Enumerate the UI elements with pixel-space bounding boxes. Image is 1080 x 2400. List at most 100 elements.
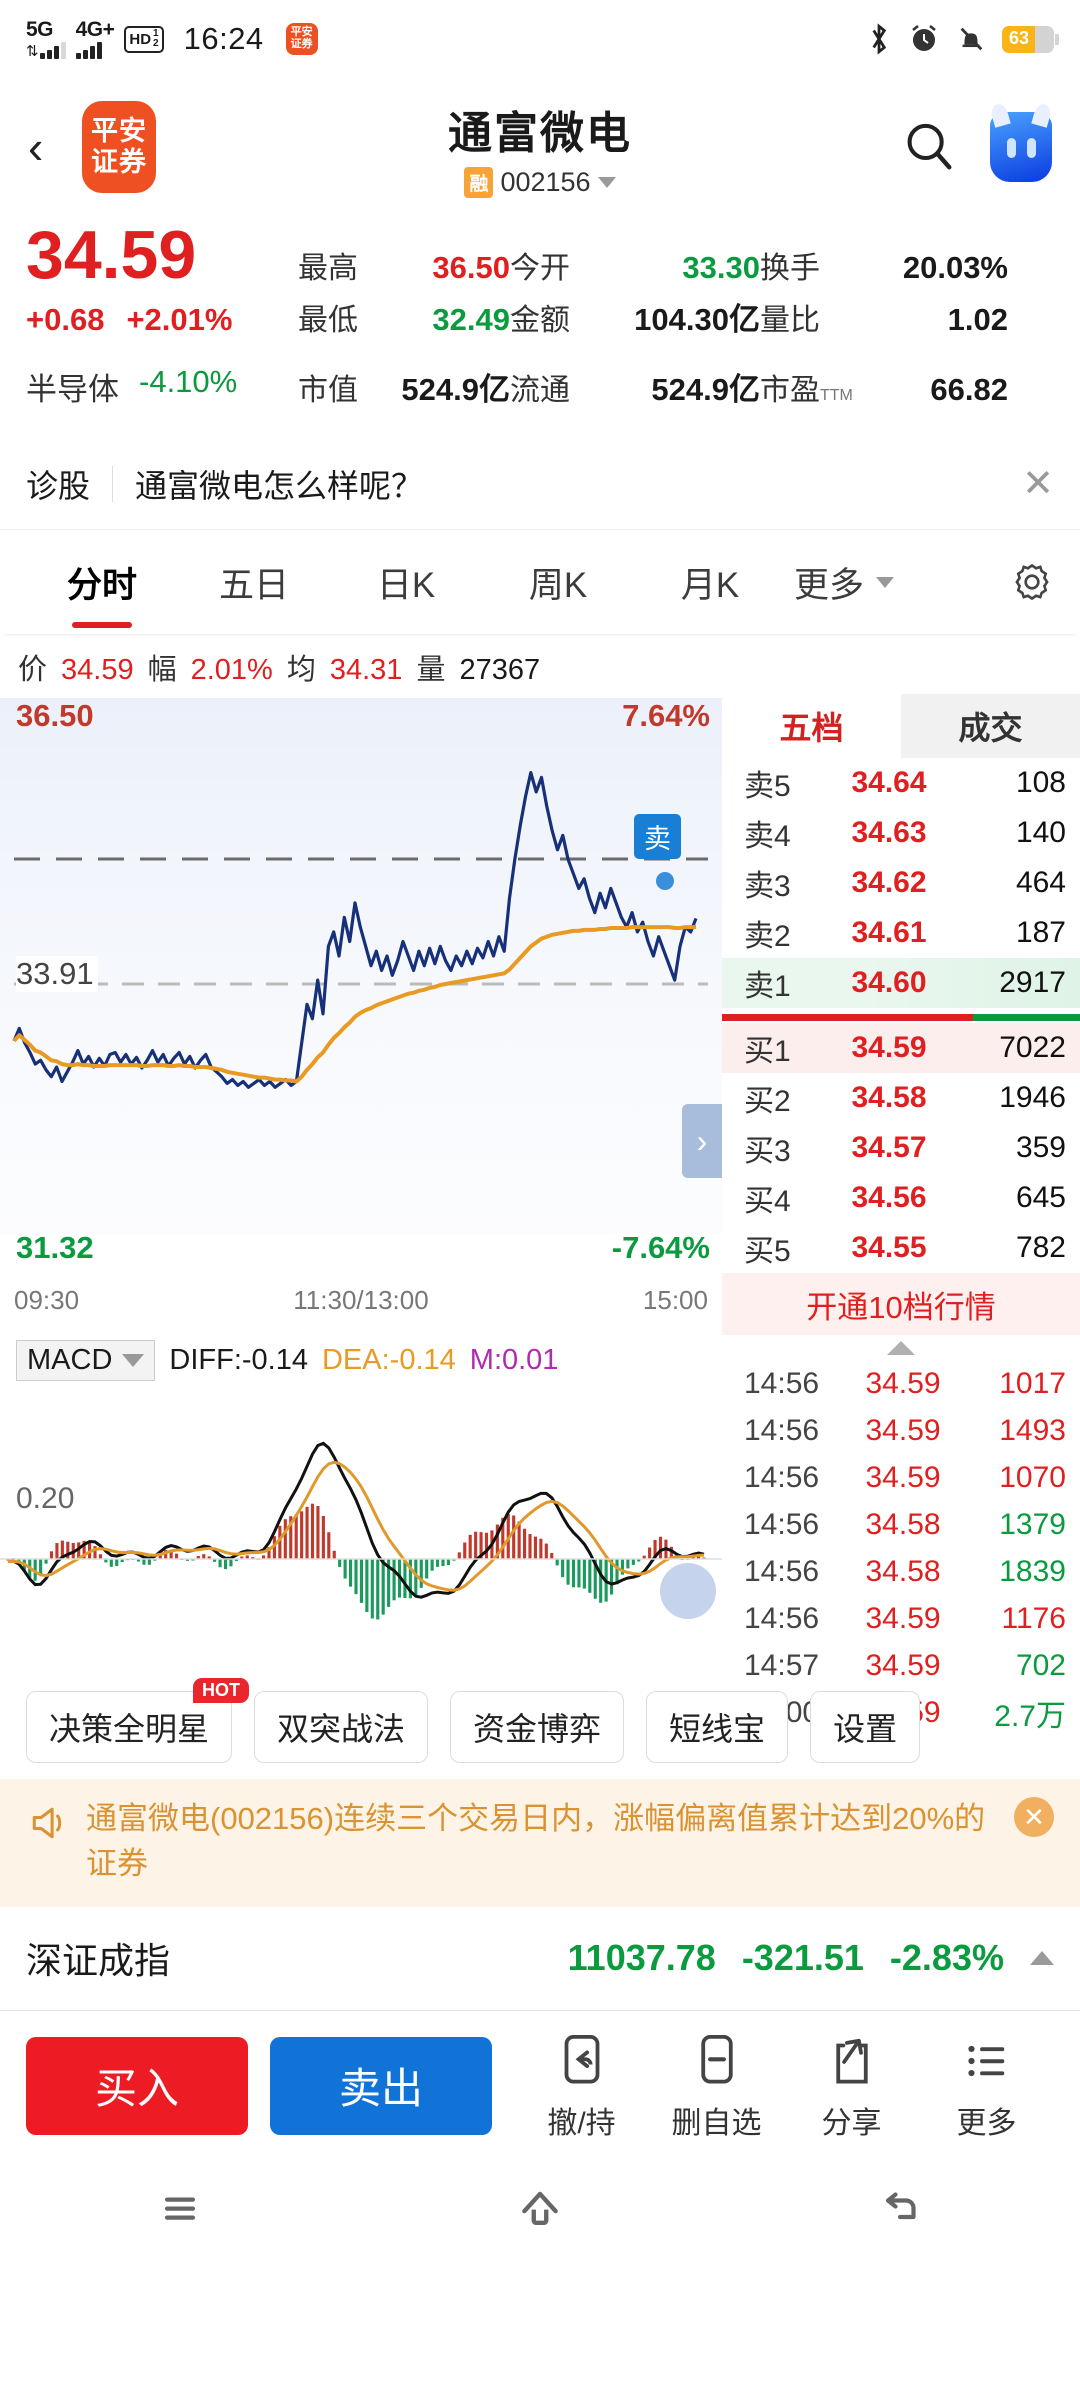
- info-price: 34.59: [61, 654, 134, 686]
- table-row[interactable]: 卖4 34.63 140: [744, 816, 1066, 853]
- magnifier-icon[interactable]: [660, 1563, 716, 1619]
- sell-marker-dot: [656, 872, 674, 890]
- tab-five-levels[interactable]: 五档: [779, 710, 844, 746]
- y-axis-top-pct: 7.64%: [622, 698, 710, 733]
- sector-group[interactable]: 半导体 -4.10%: [26, 364, 298, 409]
- x-axis-ticks: 09:30 11:30/13:00 15:00: [14, 1285, 708, 1315]
- search-icon[interactable]: [902, 120, 956, 174]
- strategy-button-allstar[interactable]: 决策全明星 HOT: [26, 1678, 250, 1763]
- tab-trades[interactable]: 成交: [901, 694, 1080, 758]
- list-item[interactable]: 14:56 34.58 1839: [744, 1554, 1066, 1588]
- y-axis-bottom: 31.32: [16, 1230, 94, 1265]
- chart-zone: 价 34.59 幅 2.01% 均 34.31 量 27367 36.50 7.…: [0, 634, 1080, 1733]
- sell-button[interactable]: 卖出: [270, 2036, 492, 2135]
- info-volume: 27367: [459, 654, 541, 686]
- chevron-right-icon[interactable]: ›: [682, 1104, 722, 1178]
- action-more[interactable]: 更多: [919, 2030, 1054, 2142]
- triangle-up-icon[interactable]: [1030, 1951, 1054, 1966]
- chart-period-tabs: 分时 五日 日K 周K 月K 更多: [0, 530, 1080, 634]
- tab-more[interactable]: 更多: [794, 557, 946, 608]
- share-icon: [835, 2038, 868, 2084]
- announcement-banner[interactable]: 通富微电(002156)连续三个交易日内，涨幅偏离值累计达到20%的证券 ✕: [0, 1779, 1080, 1907]
- price-change: +0.68: [26, 302, 105, 337]
- diagnose-bar[interactable]: 诊股 通富微电怎么样呢？ ✕: [0, 438, 1080, 530]
- index-change: -321.51: [741, 1937, 864, 1979]
- home-icon[interactable]: [515, 2183, 565, 2233]
- table-row[interactable]: 买1 34.59 7022: [722, 1023, 1080, 1073]
- app-header: ‹ 平安 证券 通富微电 融 002156: [0, 78, 1080, 216]
- macd-dea: DEA:-0.14: [321, 1344, 456, 1376]
- macd-axis-label: 0.20: [16, 1482, 75, 1515]
- chevron-down-icon: [122, 1354, 145, 1367]
- close-circle-icon[interactable]: ✕: [1014, 1797, 1054, 1837]
- diagnose-question[interactable]: 通富微电怎么样呢？: [135, 467, 424, 504]
- buy-button[interactable]: 买入: [26, 2036, 248, 2135]
- megaphone-icon: [32, 1807, 62, 1839]
- quote-row-2: +0.68 +2.01% 最低 32.49 金额 104.30亿 量比 1.02: [26, 294, 1054, 364]
- macd-header: MACD DIFF:-0.14 DEA:-0.14 M:0.01: [0, 1334, 1080, 1387]
- list-item[interactable]: 14:56 34.59 1070: [744, 1460, 1066, 1494]
- recents-icon[interactable]: [156, 2184, 204, 2232]
- sell-marker-label[interactable]: 卖: [634, 814, 681, 859]
- list-item[interactable]: 14:56 34.58 1379: [744, 1507, 1066, 1541]
- tab-weekly-k[interactable]: 周K: [528, 565, 588, 605]
- intraday-chart[interactable]: 36.50 7.64% 33.91 31.32 -7.64% 09:30 11:…: [0, 694, 722, 1334]
- bell-muted-icon: [960, 27, 983, 51]
- divider: [112, 465, 114, 502]
- scroll-up-indicator[interactable]: [722, 1335, 1080, 1360]
- chevron-down-icon[interactable]: [597, 176, 616, 188]
- list-item[interactable]: 14:56 34.59 1176: [744, 1601, 1066, 1635]
- table-row[interactable]: 买2 34.58 1946: [744, 1081, 1066, 1118]
- price-plot: [0, 698, 722, 1234]
- info-change-pct: 2.01%: [190, 654, 273, 686]
- index-bar[interactable]: 深证成指 11037.78 -321.51 -2.83%: [0, 1907, 1080, 2011]
- assistant-mascot-icon[interactable]: [990, 112, 1052, 182]
- network-label-5g: 5G: [26, 18, 54, 41]
- list-item[interactable]: 14:56 34.59 1017: [744, 1366, 1066, 1400]
- table-row[interactable]: 买4 34.56 645: [744, 1181, 1066, 1218]
- strategy-button-capital-game[interactable]: 资金博弈: [450, 1691, 625, 1763]
- tab-monthly-k[interactable]: 月K: [680, 565, 740, 605]
- table-row[interactable]: 卖2 34.61 187: [744, 916, 1066, 953]
- action-share[interactable]: 分享: [784, 2030, 919, 2142]
- price-change-group: +0.68 +2.01%: [26, 302, 298, 338]
- action-cancel-hold[interactable]: 撤/持: [514, 2030, 649, 2142]
- macd-chart[interactable]: 0.20: [0, 1387, 722, 1677]
- table-row[interactable]: 卖3 34.62 464: [744, 866, 1066, 903]
- strategy-button-double-breakout[interactable]: 双突战法: [254, 1691, 429, 1763]
- quote-field-open: 今开 33.30: [510, 250, 760, 285]
- last-price: 34.59: [26, 217, 197, 293]
- tab-minute[interactable]: 分时: [26, 557, 178, 608]
- enable-level10-button[interactable]: 开通10档行情: [722, 1273, 1080, 1335]
- alarm-icon: [912, 24, 936, 51]
- quote-field-volume-ratio: 量比 1.02: [760, 302, 1008, 337]
- chart-info-line: 价 34.59 幅 2.01% 均 34.31 量 27367: [18, 654, 541, 686]
- tab-daily-k[interactable]: 日K: [376, 565, 436, 605]
- close-icon[interactable]: ✕: [1022, 463, 1054, 505]
- strategy-button-short-term[interactable]: 短线宝: [646, 1691, 789, 1763]
- action-bar: 买入 卖出 撤/持 删自选 分享 更多: [0, 2011, 1080, 2161]
- quote-field-high: 最高 36.50: [298, 250, 510, 285]
- table-row[interactable]: 买5 34.55 782: [744, 1231, 1066, 1268]
- table-row[interactable]: 卖5 34.64 108: [744, 766, 1066, 803]
- gear-icon[interactable]: [1010, 560, 1054, 604]
- status-bar: 5G ⇅ 4G+ HD 1 2 16:24 平安 证券: [0, 0, 1080, 78]
- macd-indicator-selector[interactable]: MACD: [16, 1340, 156, 1381]
- battery-level: 63: [1009, 27, 1030, 48]
- macd-plot: [0, 1441, 722, 1620]
- list-item[interactable]: 14:56 34.59 1493: [744, 1413, 1066, 1447]
- list-item[interactable]: 14:57 34.59 702: [744, 1648, 1066, 1682]
- back-chevron-icon[interactable]: ‹: [28, 121, 44, 173]
- tab-five-day[interactable]: 五日: [218, 565, 289, 605]
- table-row[interactable]: 卖1 34.60 2917: [722, 958, 1080, 1008]
- app-notification-badge: 平安 证券: [285, 23, 318, 55]
- status-bar-clock: 16:24: [183, 21, 264, 56]
- strategy-button-settings[interactable]: 设置: [810, 1691, 921, 1763]
- order-book-panel: 五档 成交 卖5 34.64 108 卖4 34.63 140 卖3 34.62…: [722, 694, 1080, 1736]
- action-remove-watchlist[interactable]: 删自选: [649, 2030, 784, 2142]
- macd-m: M:0.01: [469, 1344, 559, 1376]
- network-label-4g: 4G+: [75, 18, 115, 41]
- back-icon[interactable]: [876, 2184, 924, 2232]
- broker-logo[interactable]: 平安 证券: [82, 101, 156, 193]
- table-row[interactable]: 买3 34.57 359: [744, 1131, 1066, 1168]
